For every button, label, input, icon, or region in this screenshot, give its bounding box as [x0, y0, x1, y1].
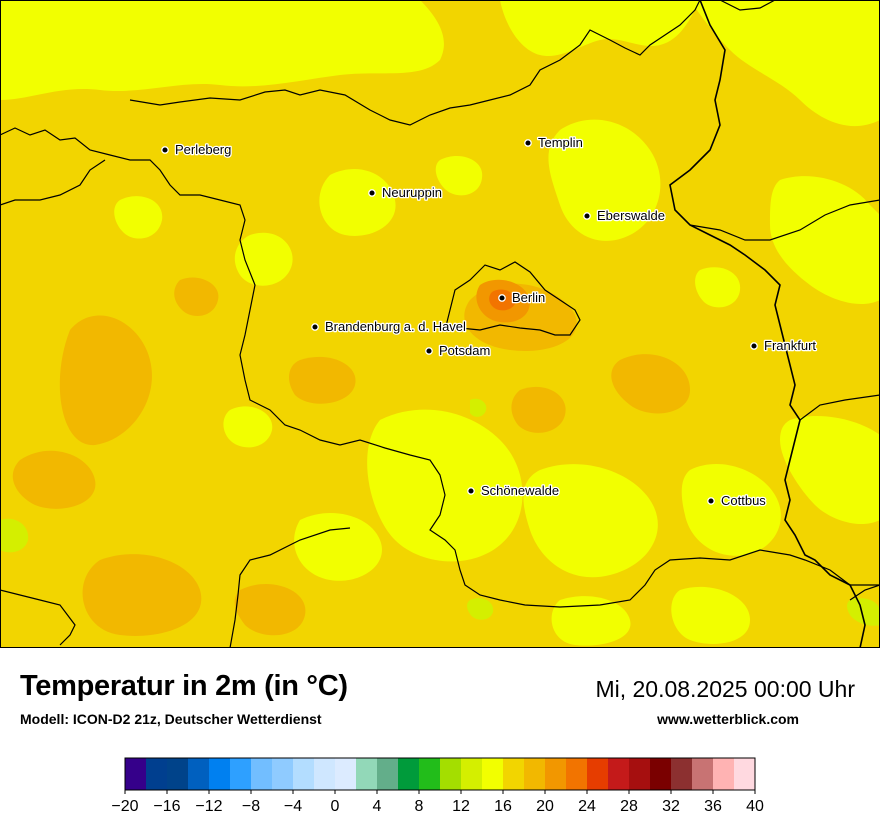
city-potsdam: Potsdam [425, 342, 492, 359]
city-dot [524, 139, 532, 147]
color-swatch [419, 758, 441, 790]
city-perleberg: Perleberg [161, 141, 233, 158]
city-dot [425, 347, 433, 355]
color-scale-label: 8 [415, 798, 424, 815]
color-scale-label: 28 [620, 798, 638, 815]
map-title: Temperatur in 2m (in °C) [20, 670, 348, 702]
color-swatch [545, 758, 567, 790]
color-scale-label: 32 [662, 798, 680, 815]
color-scale-label: 16 [494, 798, 512, 815]
color-swatch [713, 758, 735, 790]
city-label: Neuruppin [382, 185, 442, 200]
city-dot [583, 212, 591, 220]
color-swatch [377, 758, 399, 790]
city-label: Schönewalde [481, 483, 559, 498]
city-label: Cottbus [721, 493, 766, 508]
color-scale-label: 36 [704, 798, 722, 815]
color-swatch [482, 758, 504, 790]
color-swatch [734, 758, 756, 790]
website-link[interactable]: www.wetterblick.com [657, 711, 799, 727]
color-swatch [608, 758, 630, 790]
color-scale-label: 12 [452, 798, 470, 815]
city-dot [311, 323, 319, 331]
city-label: Eberswalde [597, 208, 665, 223]
color-swatch [335, 758, 357, 790]
city-templin: Templin [524, 134, 584, 151]
city-label: Brandenburg a. d. Havel [325, 319, 466, 334]
color-swatch [440, 758, 462, 790]
city-label: Frankfurt [764, 338, 816, 353]
city-label: Templin [538, 135, 583, 150]
color-scale-label: −8 [242, 798, 260, 815]
city-dot [750, 342, 758, 350]
color-swatch [587, 758, 609, 790]
color-swatch [188, 758, 210, 790]
city-brandenburg-a-d-havel: Brandenburg a. d. Havel [311, 318, 467, 335]
color-scale-label: 0 [331, 798, 340, 815]
color-swatch [125, 758, 147, 790]
color-swatch [692, 758, 714, 790]
city-dot [161, 146, 169, 154]
color-swatch [272, 758, 294, 790]
color-swatch [314, 758, 336, 790]
state-borders [0, 0, 880, 648]
color-scale-label: −16 [153, 798, 180, 815]
city-dot [498, 294, 506, 302]
color-swatch [671, 758, 693, 790]
color-swatch [566, 758, 588, 790]
city-eberswalde: Eberswalde [583, 207, 666, 224]
city-dot [368, 189, 376, 197]
color-scale-label: −20 [111, 798, 138, 815]
color-scale-label: 4 [373, 798, 382, 815]
city-dot [467, 487, 475, 495]
color-swatch [356, 758, 378, 790]
color-swatch [461, 758, 483, 790]
color-scale: −20 −16 −12 −8 −4 0 4 8 12 16 20 24 28 32 36 40 [111, 757, 764, 815]
color-swatch [230, 758, 252, 790]
color-scale-label: 24 [578, 798, 596, 815]
temperature-field-warm [12, 277, 690, 636]
color-scale-label: 20 [536, 798, 554, 815]
national-border [669, 0, 866, 648]
color-swatch [293, 758, 315, 790]
color-scale-frame [124, 757, 756, 791]
color-swatch [524, 758, 546, 790]
city-cottbus: Cottbus [707, 492, 768, 509]
city-label: Berlin [512, 290, 545, 305]
forecast-datetime: Mi, 20.08.2025 00:00 Uhr [595, 676, 855, 702]
color-swatch [146, 758, 168, 790]
city-berlin: Berlin [498, 289, 547, 306]
temperature-field-cool [0, 0, 880, 646]
color-swatch [251, 758, 273, 790]
color-scale-label: 40 [746, 798, 764, 815]
color-scale-label: −4 [284, 798, 302, 815]
temperature-field-cold-spots [0, 398, 880, 626]
city-dot [707, 497, 715, 505]
color-swatch [398, 758, 420, 790]
city-schönewalde: Schönewalde [467, 482, 560, 499]
city-markers: Perleberg Templin Neuruppin Eberswalde Berli… [161, 134, 818, 509]
color-swatch [167, 758, 189, 790]
city-neuruppin: Neuruppin [368, 184, 443, 201]
city-frankfurt: Frankfurt [750, 337, 818, 354]
color-swatch [503, 758, 525, 790]
color-swatch [209, 758, 231, 790]
temperature-map: Perleberg Templin Neuruppin Eberswalde Berli… [0, 0, 880, 648]
color-swatch [650, 758, 672, 790]
color-scale-label: −12 [195, 798, 222, 815]
city-label: Potsdam [439, 343, 490, 358]
color-swatch [629, 758, 651, 790]
model-source: Modell: ICON-D2 21z, Deutscher Wetterdie… [20, 711, 322, 727]
city-label: Perleberg [175, 142, 231, 157]
